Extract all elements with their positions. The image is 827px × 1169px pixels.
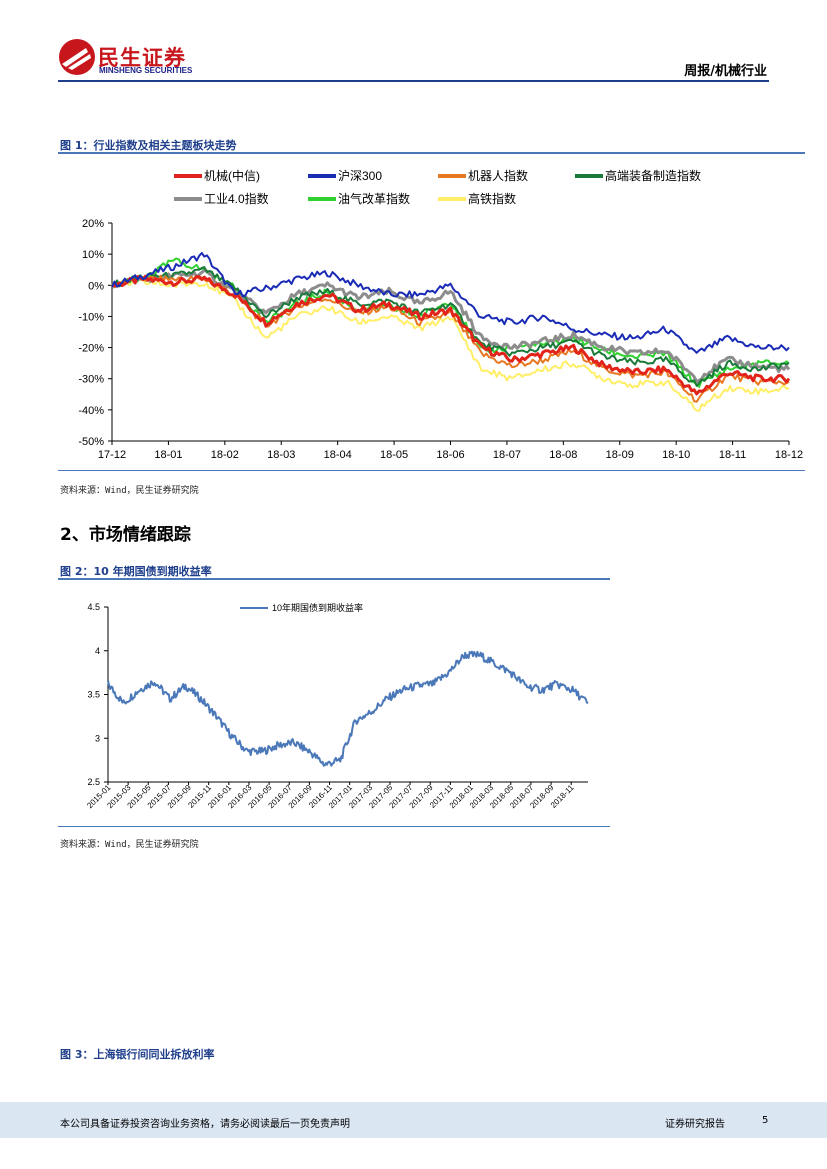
legend-label: 油气改革指数 <box>338 191 410 206</box>
x-tick-label: 18-05 <box>380 449 408 461</box>
footer-disclaimer: 本公司具备证券投资咨询业务资格，请务必阅读最后一页免责声明 <box>60 1119 350 1130</box>
figure1-source: 资料来源：Wind，民生证券研究院 <box>60 486 199 496</box>
y-tick-label: 0% <box>88 280 104 292</box>
brand-logo: 民生证券 MINSHENG SECURITIES <box>58 38 218 78</box>
figure1-bottom-rule <box>58 470 805 471</box>
series-line <box>111 252 790 354</box>
x-tick-label: 18-06 <box>436 449 464 461</box>
series-line <box>111 274 791 396</box>
page-number: 5 <box>762 1115 769 1126</box>
y-tick-label: 20% <box>82 218 104 230</box>
section-title: 2、市场情绪跟踪 <box>60 525 191 545</box>
y-tick-label: -40% <box>78 405 104 417</box>
x-tick-label: 18-12 <box>775 449 803 461</box>
figure2-bottom-rule <box>58 826 610 827</box>
y-tick-label: 4 <box>95 646 100 656</box>
x-tick-label: 18-10 <box>662 449 690 461</box>
x-tick-label: 17-12 <box>98 449 126 461</box>
legend-label: 高端装备制造指数 <box>605 168 701 183</box>
footer-bar <box>0 1102 827 1138</box>
x-tick-label: 18-11 <box>719 449 746 461</box>
x-tick-label: 18-09 <box>606 449 634 461</box>
figure2-title: 图 2：10 年期国债到期收益率 <box>60 565 212 578</box>
minsheng-logo-icon <box>59 39 95 75</box>
figure2-chart: 10年期国债到期收益率4.543.532.52015-012015-032015… <box>85 602 589 810</box>
x-tick-label: 18-01 <box>154 449 182 461</box>
y-tick-label: 10% <box>82 249 104 261</box>
series-line <box>111 278 790 412</box>
logo-text-en: MINSHENG SECURITIES <box>99 66 193 75</box>
y-tick-label: 4.5 <box>87 602 100 612</box>
figure3-title: 图 3：上海银行间同业拆放利率 <box>60 1048 215 1061</box>
figure2-top-rule <box>58 578 610 580</box>
x-tick-label: 18-02 <box>211 449 239 461</box>
header-divider <box>58 80 769 82</box>
legend-label: 10年期国债到期收益率 <box>272 602 363 613</box>
x-tick-label: 18-08 <box>549 449 577 461</box>
y-tick-label: -50% <box>78 436 104 448</box>
x-tick-label: 18-04 <box>324 449 352 461</box>
series-line <box>107 650 589 767</box>
y-tick-label: -20% <box>78 343 104 355</box>
footer-doc-type: 证券研究报告 <box>665 1119 725 1130</box>
legend-label: 工业4.0指数 <box>204 191 269 206</box>
figure2-source: 资料来源：Wind，民生证券研究院 <box>60 840 199 850</box>
x-tick-label: 18-03 <box>267 449 295 461</box>
figure1-top-rule <box>58 152 805 154</box>
y-tick-label: -10% <box>78 311 104 323</box>
x-tick-label: 18-07 <box>493 449 521 461</box>
legend-label: 机械(中信) <box>204 168 260 183</box>
y-tick-label: 3 <box>95 733 100 743</box>
y-tick-label: 2.5 <box>87 777 100 787</box>
legend-label: 机器人指数 <box>468 168 528 183</box>
y-tick-label: 3.5 <box>87 690 100 700</box>
logo-text-cn: 民生证券 <box>98 46 186 70</box>
y-tick-label: -30% <box>78 374 104 386</box>
series-line <box>111 274 790 403</box>
legend-label: 沪深300 <box>338 169 382 183</box>
figure1-title: 图 1：行业指数及相关主题板块走势 <box>60 139 237 152</box>
report-category: 周报/机械行业 <box>684 64 767 79</box>
x-tick-label: 2018-11 <box>549 783 576 810</box>
legend-label: 高铁指数 <box>468 191 516 206</box>
